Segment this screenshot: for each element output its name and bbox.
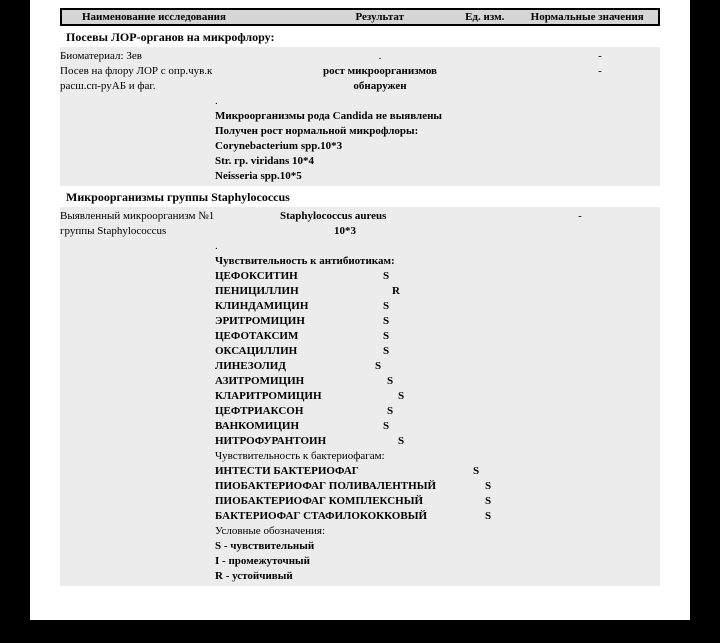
legend-line: R - устойчивый [60,569,660,584]
phage-name: ИНТЕСТИ БАКТЕРИОФАГ [215,464,473,479]
phage-value: S [485,479,505,494]
antibiotic-row: НИТРОФУРАНТОИНS [60,434,660,449]
antibiotic-row: ПЕНИЦИЛЛИНR [60,284,660,299]
note-line: Str. гр. viridans 10*4 [60,154,660,169]
section1-title: Посевы ЛОР-органов на микрофлору: [66,30,660,45]
organism-label2: группы Staphylococcus [60,224,280,239]
antibiotic-row: ВАНКОМИЦИНS [60,419,660,434]
antibiotic-row: ОКСАЦИЛЛИНS [60,344,660,359]
antibiotic-name: АЗИТРОМИЦИН [215,374,387,389]
antibiotic-row: ЦЕФОТАКСИМS [60,329,660,344]
biomat-result: . [260,49,500,64]
legend-title: Условные обозначения: [60,524,660,539]
organism-norm: - [540,209,620,224]
culture-label1: Посев на флору ЛОР с опр.чув.к [60,64,260,79]
hdr-name: Наименование исследования [62,11,307,23]
section2-block: Выявленный микроорганизм №1 Staphylococc… [60,207,660,586]
antibiotic-name: ЦЕФОКСИТИН [215,269,383,284]
culture-norm: - [560,64,640,79]
antibiotic-value: S [383,269,403,284]
phage-value: S [485,494,505,509]
antibiotic-row: КЛАРИТРОМИЦИНS [60,389,660,404]
phage-value: S [485,509,505,524]
hdr-unit: Ед. изм. [453,11,516,23]
phage-sens-title: Чувствительность к бактериофагам: [60,449,660,464]
antibiotic-value: S [383,314,403,329]
biomat-unit [500,49,560,64]
biomat-norm: - [560,49,640,64]
culture-unit [500,64,560,79]
phage-value: S [473,464,493,479]
phage-name: ПИОБАКТЕРИОФАГ КОМПЛЕКСНЫЙ [215,494,485,509]
phage-name: ПИОБАКТЕРИОФАГ ПОЛИВАЛЕНТНЫЙ [215,479,485,494]
sep: . [60,94,660,109]
antibiotic-row: ЭРИТРОМИЦИНS [60,314,660,329]
culture-res1: рост микроорганизмов [260,64,500,79]
biomat-label: Биоматериал: Зев [60,49,260,64]
antibiotic-value: S [383,419,403,434]
note-line: Corynebacterium spp.10*3 [60,139,660,154]
note-line: Neisseria spp.10*5 [60,169,660,184]
phage-row: БАКТЕРИОФАГ СТАФИЛОКОККОВЫЙS [60,509,660,524]
culture-row1: Посев на флору ЛОР с опр.чув.к рост микр… [60,64,660,79]
phage-row: ПИОБАКТЕРИОФАГ ПОЛИВАЛЕНТНЫЙS [60,479,660,494]
antibiotic-name: ЦЕФОТАКСИМ [215,329,383,344]
hdr-result: Результат [307,11,453,23]
antibiotic-name: КЛАРИТРОМИЦИН [215,389,398,404]
note-line: Получен рост нормальной микрофлоры: [60,124,660,139]
phage-row: ПИОБАКТЕРИОФАГ КОМПЛЕКСНЫЙS [60,494,660,509]
culture-row2: расш.сп-руАБ и фаг. обнаружен [60,79,660,94]
table-header: Наименование исследования Результат Ед. … [60,8,660,26]
antibiotic-value: S [387,374,407,389]
lab-report-page: Наименование исследования Результат Ед. … [30,0,690,620]
sep2: . [60,239,660,254]
organism-unit [500,209,540,224]
antibiotic-value: S [383,344,403,359]
culture-label2: расш.сп-руАБ и фаг. [60,79,260,94]
antibiotic-row: ЦЕФТРИАКСОНS [60,404,660,419]
antibiotic-value: S [383,329,403,344]
phage-name: БАКТЕРИОФАГ СТАФИЛОКОККОВЫЙ [215,509,485,524]
antibiotic-value: S [398,434,418,449]
antibiotic-name: КЛИНДАМИЦИН [215,299,383,314]
antibiotic-name: ОКСАЦИЛЛИН [215,344,383,359]
antibiotic-value: S [398,389,418,404]
organism-row2: группы Staphylococcus 10*3 [60,224,660,239]
antibiotic-value: S [383,299,403,314]
section2-title: Микроорганизмы группы Staphylococcus [66,190,660,205]
antibiotic-row: КЛИНДАМИЦИНS [60,299,660,314]
culture-res2: обнаружен [260,79,500,94]
antibiotic-value: R [392,284,412,299]
biomaterial-row: Биоматериал: Зев . - [60,49,660,64]
antibiotic-name: НИТРОФУРАНТОИН [215,434,398,449]
antibiotic-name: ЛИНЕЗОЛИД [215,359,375,374]
antibiotic-row: ЛИНЕЗОЛИДS [60,359,660,374]
organism-res1: Staphylococcus aureus [280,209,500,224]
antibiotic-value: S [375,359,395,374]
hdr-norm: Нормальные значения [516,11,658,23]
antibiotic-value: S [387,404,407,419]
antibiotic-row: ЦЕФОКСИТИНS [60,269,660,284]
organism-label1: Выявленный микроорганизм №1 [60,209,280,224]
antibiotic-name: ПЕНИЦИЛЛИН [215,284,392,299]
organism-row1: Выявленный микроорганизм №1 Staphylococc… [60,209,660,224]
legend-line: S - чувствительный [60,539,660,554]
antibiotic-sens-title: Чувствительность к антибиотикам: [60,254,660,269]
antibiotic-name: ВАНКОМИЦИН [215,419,383,434]
legend-line: I - промежуточный [60,554,660,569]
organism-res2: 10*3 [280,224,500,239]
antibiotic-row: АЗИТРОМИЦИНS [60,374,660,389]
antibiotic-name: ЭРИТРОМИЦИН [215,314,383,329]
phage-row: ИНТЕСТИ БАКТЕРИОФАГS [60,464,660,479]
antibiotic-name: ЦЕФТРИАКСОН [215,404,387,419]
note-line: Микроорганизмы рода Candida не выявлены [60,109,660,124]
section1-block: Биоматериал: Зев . - Посев на флору ЛОР … [60,47,660,186]
